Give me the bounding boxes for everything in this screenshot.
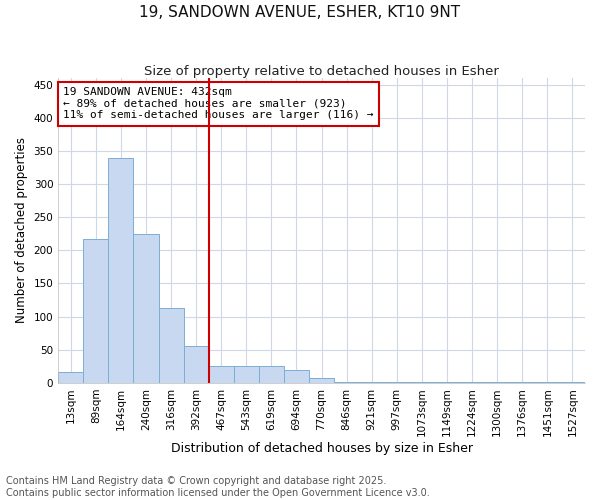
Bar: [460, 382, 485, 383]
Bar: [510, 382, 535, 383]
Bar: [560, 382, 585, 383]
Bar: [234, 366, 259, 383]
Bar: [535, 382, 560, 383]
Bar: [109, 158, 133, 383]
Bar: [359, 382, 385, 383]
Bar: [58, 372, 83, 383]
Y-axis label: Number of detached properties: Number of detached properties: [15, 138, 28, 324]
Bar: [385, 382, 409, 383]
Bar: [409, 382, 434, 383]
Bar: [133, 234, 158, 383]
Bar: [83, 239, 109, 383]
Bar: [434, 382, 460, 383]
Text: 19, SANDOWN AVENUE, ESHER, KT10 9NT: 19, SANDOWN AVENUE, ESHER, KT10 9NT: [139, 5, 461, 20]
Bar: [334, 382, 359, 383]
Text: Contains HM Land Registry data © Crown copyright and database right 2025.
Contai: Contains HM Land Registry data © Crown c…: [6, 476, 430, 498]
Bar: [284, 370, 309, 383]
Bar: [485, 382, 510, 383]
Bar: [259, 366, 284, 383]
Text: 19 SANDOWN AVENUE: 432sqm
← 89% of detached houses are smaller (923)
11% of semi: 19 SANDOWN AVENUE: 432sqm ← 89% of detac…: [64, 87, 374, 120]
Title: Size of property relative to detached houses in Esher: Size of property relative to detached ho…: [144, 65, 499, 78]
Bar: [309, 378, 334, 383]
Bar: [158, 308, 184, 383]
Bar: [184, 346, 209, 383]
X-axis label: Distribution of detached houses by size in Esher: Distribution of detached houses by size …: [170, 442, 473, 455]
Bar: [209, 366, 234, 383]
